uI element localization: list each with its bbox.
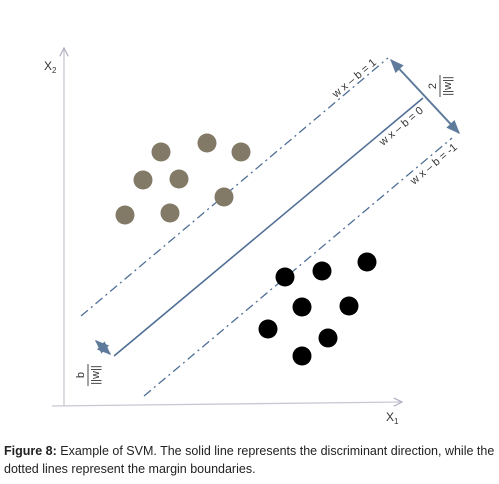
svg-text:||w||: ||w|| bbox=[442, 76, 454, 95]
x-axis bbox=[51, 402, 402, 406]
class-a-point bbox=[197, 133, 217, 153]
class-a-points bbox=[115, 133, 251, 225]
class-b-points bbox=[258, 252, 377, 366]
caption-label: Figure 8: bbox=[4, 444, 57, 458]
class-b-point bbox=[292, 346, 312, 366]
class-b-point bbox=[292, 297, 312, 317]
class-a-point bbox=[115, 205, 135, 225]
y-axis-label: X2 bbox=[44, 59, 57, 75]
margin-width-fraction: 2 ||w|| bbox=[427, 75, 454, 97]
decision-line-label: w x – b = 0 bbox=[376, 105, 425, 149]
class-a-point bbox=[214, 187, 234, 207]
class-a-point bbox=[133, 170, 153, 190]
margin-width-arrow bbox=[390, 58, 460, 135]
lower-margin-label: w x – b = -1 bbox=[407, 141, 459, 188]
svg-text:2: 2 bbox=[427, 83, 439, 89]
class-b-point bbox=[318, 328, 338, 348]
class-b-point bbox=[357, 252, 377, 272]
offset-fraction: b ||w|| bbox=[75, 364, 102, 386]
class-b-point bbox=[258, 319, 278, 339]
class-a-point bbox=[169, 169, 189, 189]
svg-text:b: b bbox=[75, 372, 87, 378]
caption-text: Example of SVM. The solid line represent… bbox=[4, 444, 495, 476]
decision-line bbox=[113, 97, 424, 357]
class-b-point bbox=[339, 296, 359, 316]
upper-margin-label: w x – b = 1 bbox=[329, 57, 378, 101]
class-b-point bbox=[275, 267, 295, 287]
class-a-point bbox=[231, 142, 251, 162]
svg-text:||w||: ||w|| bbox=[90, 365, 102, 384]
class-a-point bbox=[160, 203, 180, 223]
offset-arrow bbox=[94, 340, 112, 355]
class-b-point bbox=[312, 261, 332, 281]
x-axis-label: X1 bbox=[386, 410, 399, 426]
figure-caption: Figure 8: Example of SVM. The solid line… bbox=[4, 442, 496, 478]
class-a-point bbox=[151, 142, 171, 162]
